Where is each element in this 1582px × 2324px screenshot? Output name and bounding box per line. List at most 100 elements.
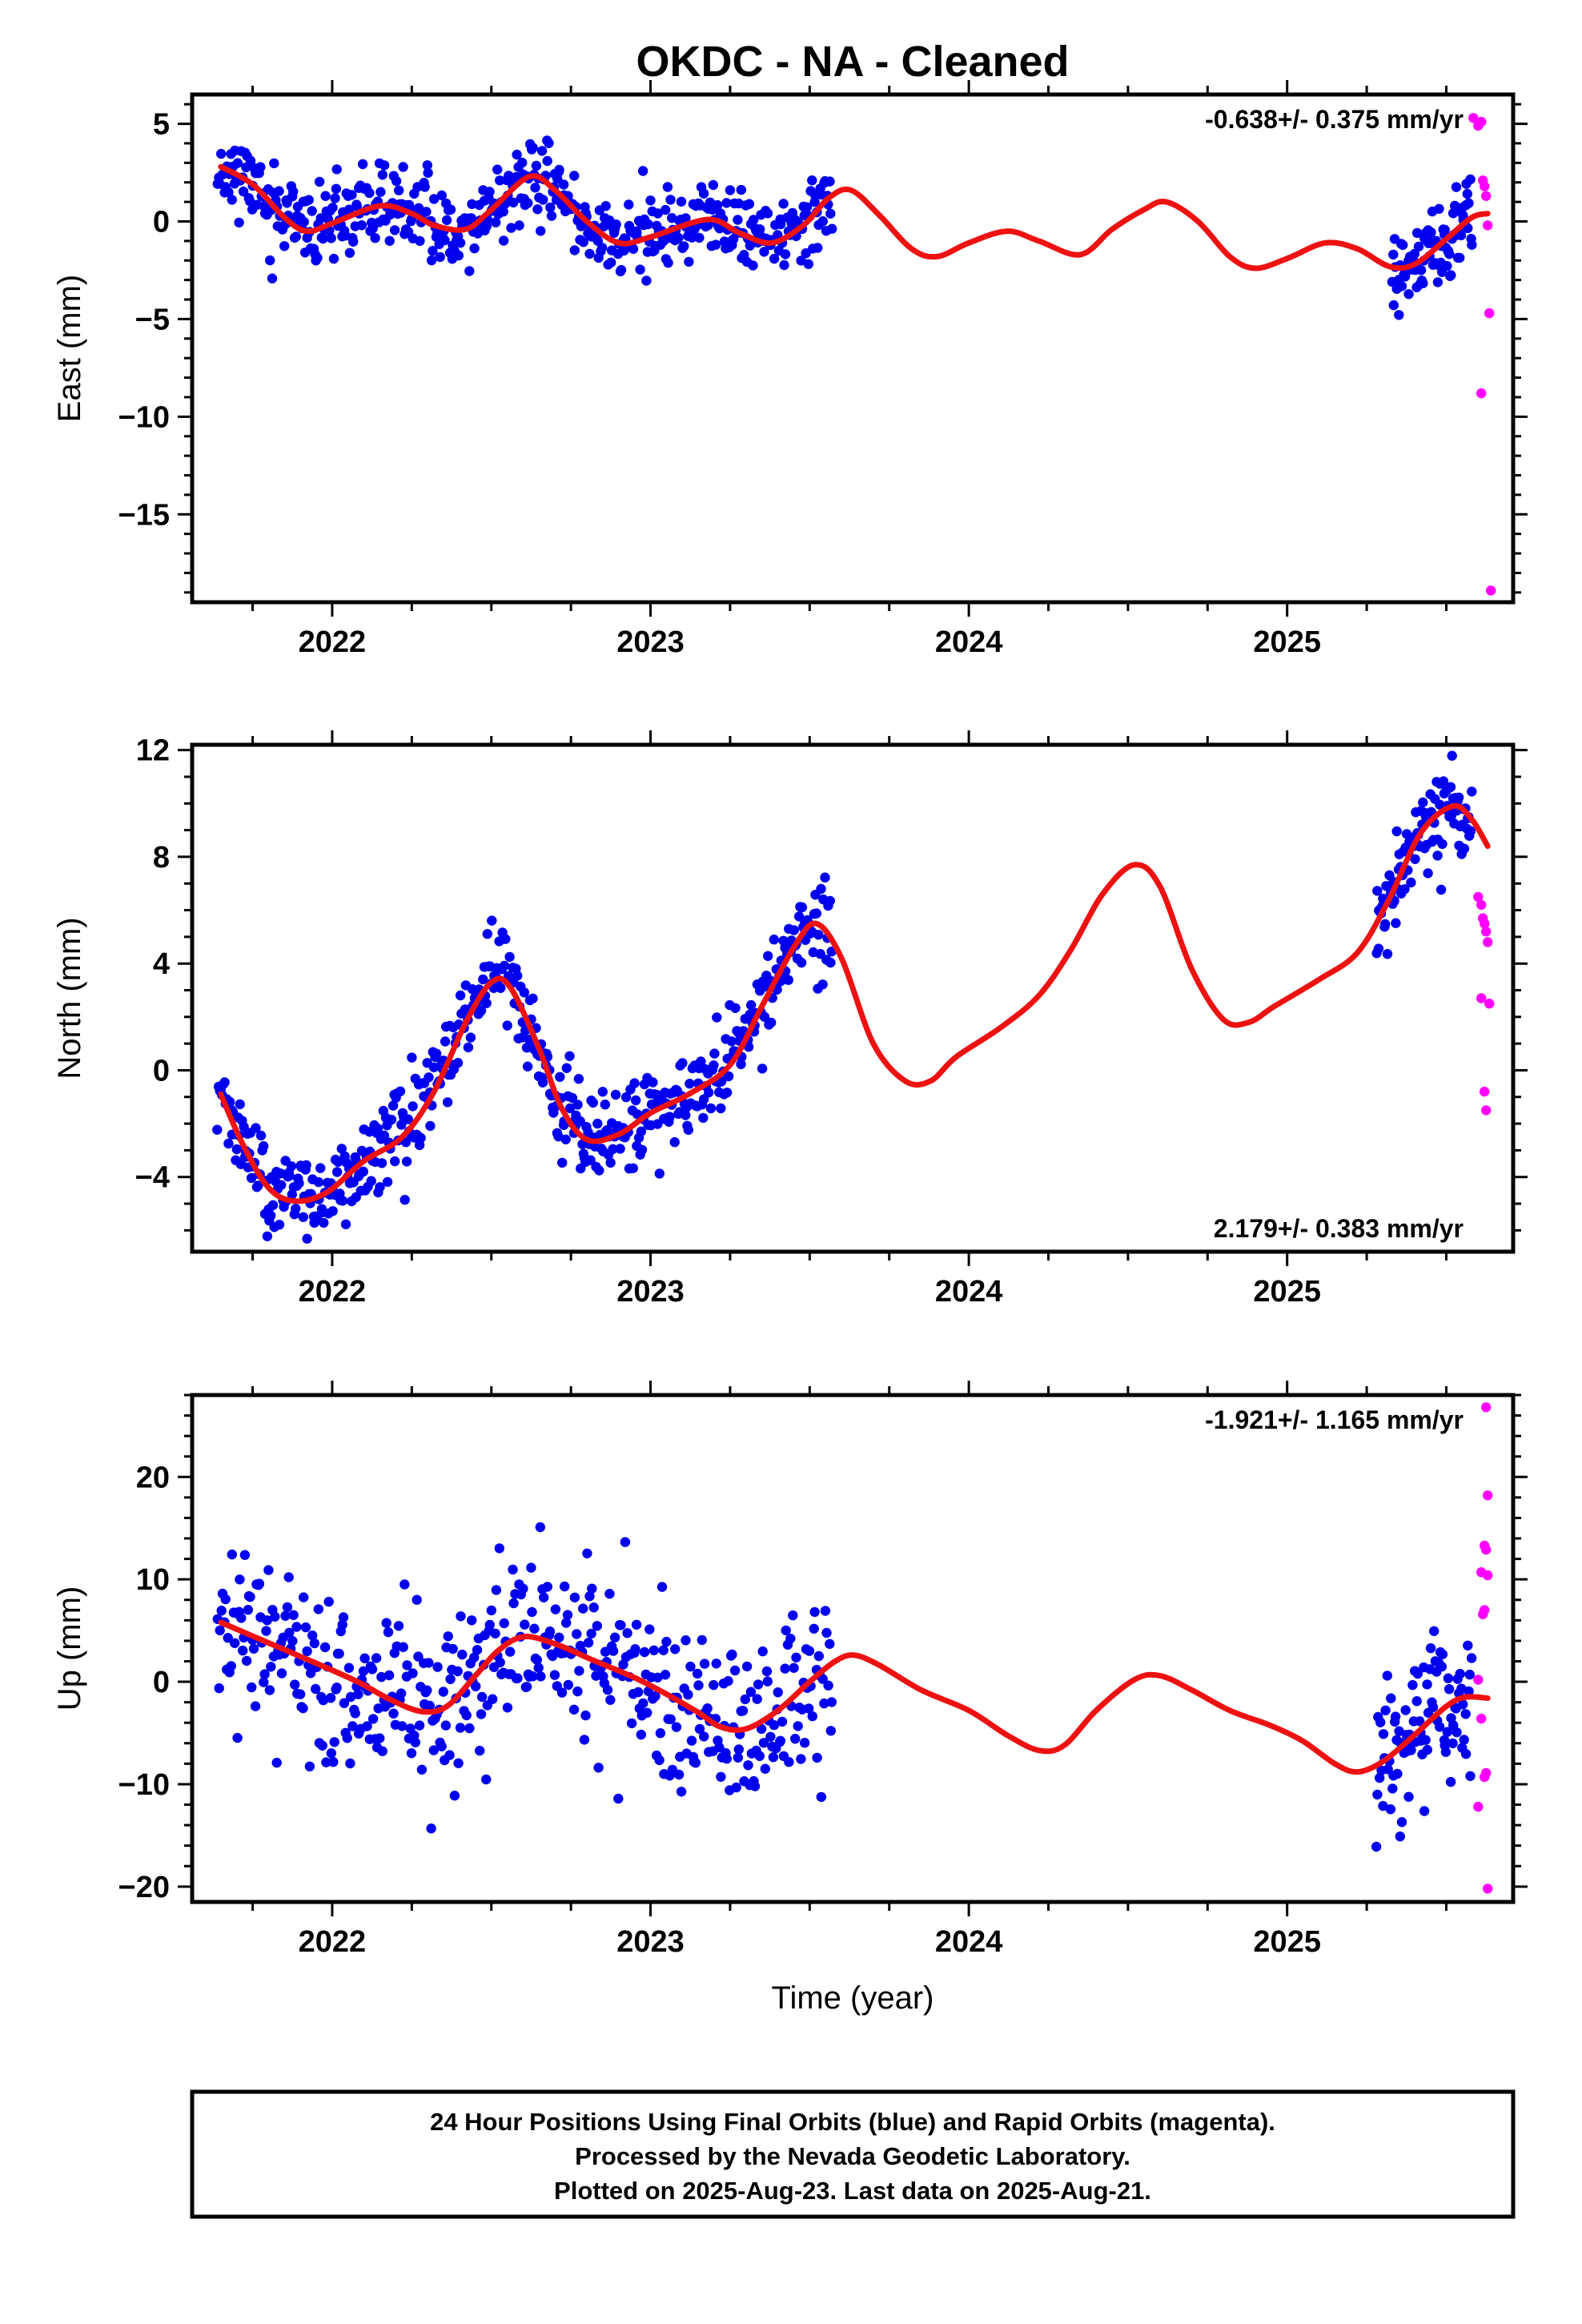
final-orbit-point [313,1604,323,1614]
final-orbit-point [482,929,492,939]
final-orbit-point [381,1618,391,1628]
final-orbit-point [506,223,516,233]
final-orbit-point [463,1042,474,1053]
final-orbit-point [780,249,791,259]
final-orbit-point [1399,884,1410,895]
final-orbit-point [769,935,779,945]
final-orbit-point [604,1589,615,1599]
final-orbit-point [1398,239,1408,251]
final-orbit-point [339,1698,350,1708]
final-orbit-point [239,1550,251,1560]
final-orbit-point [232,158,243,168]
final-orbit-point [1411,1696,1422,1707]
final-orbit-point [613,1793,624,1804]
final-orbit-point [654,1755,665,1766]
final-orbit-point [348,236,359,247]
final-orbit-point [1419,1806,1430,1816]
final-orbit-point [1458,1699,1468,1710]
final-orbit-point [1465,174,1476,185]
final-orbit-point [512,1673,523,1683]
final-orbit-point [684,256,694,267]
final-orbit-point [334,1648,344,1659]
final-orbit-point [455,990,466,1001]
final-orbit-point [558,179,569,190]
final-orbit-point [1395,1831,1406,1842]
final-orbit-point [775,1735,785,1746]
final-orbit-point [432,1662,443,1672]
final-orbit-point [298,1703,308,1714]
final-orbit-point [376,1158,387,1168]
final-orbit-point [267,1200,279,1211]
final-orbit-point [267,273,278,283]
final-orbit-point [307,206,317,216]
final-orbit-point [266,1662,276,1672]
final-orbit-point [455,1723,466,1733]
final-orbit-point [376,1671,387,1683]
final-orbit-point [821,1627,832,1638]
final-orbit-point [232,1732,243,1743]
final-orbit-point [220,1594,231,1605]
model-curve [218,163,1491,271]
y-tick-label: 0 [153,1666,170,1699]
final-orbit-point [1391,826,1402,837]
final-orbit-point [1406,877,1416,888]
final-orbit-point [428,1745,439,1755]
final-orbit-point [243,1605,253,1615]
final-orbit-point [769,253,780,264]
final-orbit-point [1396,1817,1407,1827]
final-orbit-point [536,146,548,156]
final-orbit-point [1418,278,1428,288]
final-orbit-point [387,1100,399,1111]
final-orbit-point [807,1711,817,1722]
rapid-orbit-point [1481,1402,1492,1413]
final-orbit-point [287,1635,298,1647]
final-orbit-point [276,1180,287,1191]
final-orbit-point [756,1723,767,1735]
final-orbit-point [345,1758,355,1769]
final-orbit-point [765,1731,776,1742]
final-orbit-point [823,1680,833,1691]
final-orbit-point [453,1758,464,1768]
final-orbit-point [663,258,673,268]
final-orbit-point [769,1720,780,1731]
final-orbit-point [523,198,533,208]
final-orbit-point [827,223,837,234]
final-orbit-point [600,1647,611,1657]
final-orbit-point [304,1761,315,1771]
final-orbit-point [467,199,477,210]
final-orbit-point [683,1689,693,1700]
final-orbit-point [234,217,244,228]
final-orbit-point [357,159,368,170]
final-orbit-point [729,1665,741,1676]
rapid-orbit-point [1483,937,1493,947]
final-orbit-point [825,1638,835,1649]
final-orbit-point [1465,1771,1476,1781]
final-orbit-point [299,1592,309,1602]
final-orbit-point [785,1633,796,1644]
final-orbit-point [544,138,554,148]
final-orbit-point [1467,239,1477,250]
final-orbit-point [364,187,375,199]
final-orbit-point [371,1653,382,1663]
final-orbit-point [261,1626,271,1636]
final-orbit-point [388,1708,399,1719]
final-orbit-point [1394,1726,1404,1736]
final-orbit-point [438,1687,448,1697]
final-orbit-point [320,191,331,201]
final-orbit-point [302,1233,312,1244]
final-orbit-point [1432,277,1443,287]
final-orbit-point [264,1685,275,1695]
rapid-orbit-point [1480,1086,1490,1097]
final-orbit-point [508,197,519,208]
final-orbit-point [1464,1669,1476,1680]
final-orbit-point [642,1707,652,1718]
final-orbit-point [216,148,227,159]
rapid-orbit-point [1476,993,1487,1003]
final-orbit-point [712,1012,722,1023]
final-orbit-point [749,1781,761,1791]
final-orbit-point [230,1638,240,1648]
final-orbit-point [629,1078,640,1088]
final-orbit-point [608,1144,618,1155]
final-orbit-point [530,183,540,193]
final-orbit-point [635,264,645,275]
